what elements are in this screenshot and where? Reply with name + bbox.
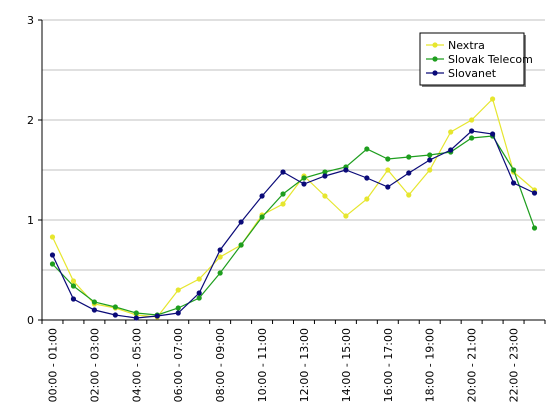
data-point-slovak-telecom bbox=[427, 152, 433, 158]
data-point-slovanet bbox=[301, 181, 307, 187]
data-point-slovanet bbox=[91, 307, 97, 313]
data-point-slovanet bbox=[133, 315, 139, 321]
data-point-nextra bbox=[490, 96, 496, 102]
y-tick-label: 3 bbox=[27, 14, 34, 27]
data-point-slovak-telecom bbox=[531, 225, 538, 231]
y-tick-label: 1 bbox=[27, 214, 34, 227]
data-point-slovanet bbox=[406, 170, 412, 176]
data-point-slovak-telecom bbox=[238, 242, 244, 248]
data-point-slovak-telecom bbox=[259, 214, 265, 220]
legend-label-slovanet: Slovanet bbox=[448, 67, 497, 80]
data-point-slovak-telecom bbox=[112, 304, 118, 310]
x-tick-label: 16:00 - 17:00 bbox=[382, 328, 395, 402]
y-tick-label: 2 bbox=[27, 114, 34, 127]
data-point-nextra bbox=[70, 278, 77, 284]
x-tick-label: 04:00 - 05:00 bbox=[130, 328, 143, 402]
data-point-slovak-telecom bbox=[469, 135, 475, 141]
data-point-slovak-telecom bbox=[280, 191, 286, 197]
data-point-nextra bbox=[448, 129, 454, 135]
data-point-slovanet bbox=[196, 290, 202, 296]
data-point-slovanet bbox=[448, 147, 454, 153]
data-point-nextra bbox=[343, 213, 349, 219]
legend-marker-slovanet bbox=[432, 70, 438, 76]
data-point-slovanet bbox=[322, 173, 328, 179]
data-point-nextra bbox=[406, 192, 412, 198]
x-tick-label: 10:00 - 11:00 bbox=[256, 328, 269, 402]
data-point-slovanet bbox=[531, 190, 538, 196]
data-point-slovanet bbox=[154, 313, 160, 319]
data-point-slovak-telecom bbox=[196, 295, 202, 301]
data-point-slovanet bbox=[175, 310, 181, 316]
x-axis-ticks: 00:00 - 01:00 02:00 - 03:00 04:00 - 05:00 0… bbox=[41, 320, 546, 402]
series-line-nextra bbox=[51, 97, 535, 318]
data-point-slovak-telecom bbox=[322, 169, 328, 175]
data-point-slovak-telecom bbox=[406, 154, 412, 160]
data-point-nextra bbox=[469, 117, 475, 123]
data-point-slovanet bbox=[112, 312, 118, 318]
data-point-slovak-telecom bbox=[49, 261, 56, 267]
data-point-slovanet bbox=[49, 252, 56, 258]
data-point-slovanet bbox=[469, 128, 475, 134]
y-tick-label: 0 bbox=[27, 314, 34, 327]
data-point-slovanet bbox=[238, 219, 244, 225]
y-axis-ticks: 0 1 2 3 bbox=[27, 14, 42, 327]
data-point-nextra bbox=[217, 254, 223, 260]
series-group bbox=[49, 96, 538, 321]
data-point-slovanet bbox=[259, 193, 265, 199]
data-point-slovak-telecom bbox=[133, 310, 139, 316]
data-point-slovanet bbox=[385, 184, 391, 190]
data-point-nextra bbox=[385, 167, 391, 173]
x-tick-label: 00:00 - 01:00 bbox=[46, 328, 59, 402]
legend-marker-nextra bbox=[432, 42, 438, 48]
data-point-slovanet bbox=[427, 157, 433, 163]
data-point-slovanet bbox=[280, 169, 286, 175]
data-point-nextra bbox=[322, 193, 328, 199]
data-point-slovanet bbox=[490, 131, 496, 137]
x-tick-label: 02:00 - 03:00 bbox=[88, 328, 101, 402]
series-line-slovanet bbox=[51, 130, 535, 319]
data-point-nextra bbox=[364, 196, 370, 202]
data-point-slovanet bbox=[510, 180, 517, 186]
x-tick-label: 20:00 - 21:00 bbox=[466, 328, 479, 402]
x-tick-label: 14:00 - 15:00 bbox=[340, 328, 353, 402]
data-point-slovak-telecom bbox=[510, 167, 517, 173]
data-point-nextra bbox=[427, 167, 433, 173]
data-point-nextra bbox=[49, 234, 56, 240]
grid-lines bbox=[42, 19, 545, 271]
data-point-slovanet bbox=[217, 247, 223, 253]
data-point-slovak-telecom bbox=[70, 283, 77, 289]
data-point-slovanet bbox=[343, 167, 349, 173]
x-tick-label: 12:00 - 13:00 bbox=[298, 328, 311, 402]
data-point-slovanet bbox=[70, 296, 77, 302]
data-point-slovak-telecom bbox=[385, 156, 391, 162]
data-point-slovanet bbox=[364, 175, 370, 181]
x-tick-label: 18:00 - 19:00 bbox=[424, 328, 437, 402]
legend-label-nextra: Nextra bbox=[448, 39, 485, 52]
data-point-slovak-telecom bbox=[175, 305, 181, 311]
legend-marker-slovak-telecom bbox=[432, 56, 438, 62]
data-point-slovak-telecom bbox=[301, 175, 307, 181]
data-point-nextra bbox=[175, 287, 181, 293]
data-point-nextra bbox=[196, 276, 202, 282]
x-tick-label: 22:00 - 23:00 bbox=[508, 328, 521, 402]
series-line-slovak-telecom bbox=[52, 135, 536, 316]
data-point-nextra bbox=[280, 201, 286, 207]
data-point-slovak-telecom bbox=[217, 270, 223, 276]
legend-label-slovak-telecom: Slovak Telecom bbox=[448, 53, 533, 66]
x-tick-label: 08:00 - 09:00 bbox=[214, 328, 227, 402]
x-tick-label: 06:00 - 07:00 bbox=[172, 328, 185, 402]
data-point-slovak-telecom bbox=[364, 146, 370, 152]
data-point-slovak-telecom bbox=[91, 299, 97, 305]
